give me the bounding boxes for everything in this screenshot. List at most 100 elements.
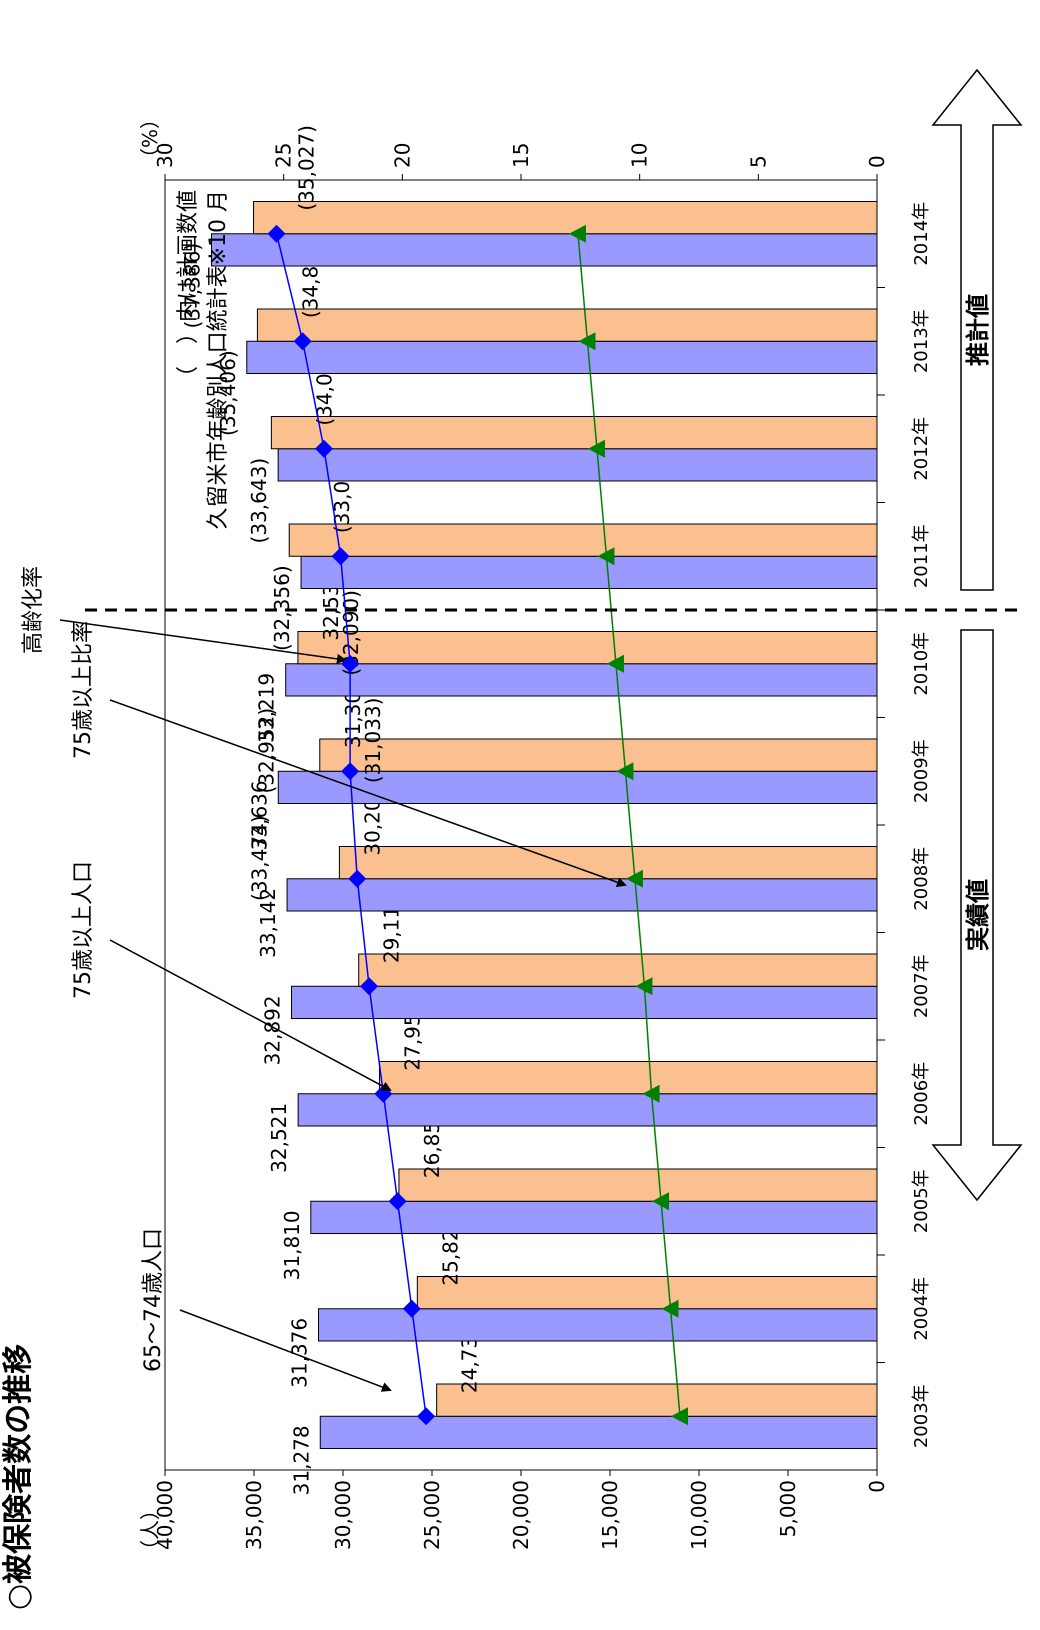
bar-65-74-label: 32,521 — [267, 1103, 291, 1173]
category-label: 2005年 — [911, 1169, 932, 1233]
bar-75-plus — [436, 1383, 878, 1417]
left-axis-tick-label: 20,000 — [509, 1480, 533, 1550]
pointer-aging-rate-label: 高齢化率 — [21, 566, 46, 654]
pointer-75-ratio-arrow — [109, 699, 627, 888]
right-axis-tick-label: 30 — [153, 143, 177, 168]
aging-rate-point — [374, 1084, 393, 1103]
bar-75-plus — [253, 201, 878, 235]
category-label: 2008年 — [911, 847, 932, 911]
aging-rate-point — [348, 869, 367, 888]
planned-75-plus-label: (31,033) — [361, 698, 385, 784]
ratio-75-point — [635, 977, 653, 996]
category-label: 2003年 — [911, 1384, 932, 1448]
ratio-75-point — [578, 332, 596, 351]
actual-arrow — [931, 629, 1023, 1202]
ratio-75-line — [577, 233, 681, 1417]
right-axis-tick-label: 5 — [746, 155, 770, 168]
aging-rate-point — [388, 1192, 407, 1211]
pointer-75-ratio-label: 75歳以上比率 — [71, 621, 96, 759]
bar-75-plus — [319, 738, 878, 772]
bar-65-74 — [319, 1415, 878, 1449]
bar-75-plus — [416, 1276, 878, 1310]
bar-65-74 — [286, 878, 878, 912]
bar-65-74 — [300, 555, 878, 589]
note-paren: （ ）内は計画数値 — [176, 190, 201, 388]
bar-65-74-label: 33,636 — [247, 780, 271, 850]
category-label: 2009年 — [911, 739, 932, 803]
ratio-75-point — [606, 654, 624, 673]
source-note: 久留米市年齢別人口統計表※10 月 — [206, 190, 231, 529]
left-axis-unit: （人） — [138, 1500, 162, 1560]
pointer-75-plus-arrow — [109, 939, 392, 1091]
left-axis-tick-label: 5,000 — [776, 1480, 800, 1537]
left-axis-tick-label: 40,000 — [153, 1480, 177, 1550]
actual-arrow-label: 実績値 — [964, 879, 992, 951]
category-label: 2013年 — [911, 309, 932, 373]
bar-65-74-label: 32,892 — [261, 995, 285, 1065]
ratio-75-point — [568, 224, 586, 243]
bar-75-plus — [338, 846, 878, 880]
category-label: 2010年 — [911, 632, 932, 696]
left-axis-tick-label: 30,000 — [331, 1480, 355, 1550]
bar-65-74-label: (35,406) — [216, 350, 240, 436]
right-axis-tick-label: 10 — [628, 143, 652, 168]
bar-65-74 — [285, 663, 878, 697]
bar-75-plus — [256, 308, 878, 342]
left-axis-tick-label: 10,000 — [687, 1480, 711, 1550]
aging-rate-point — [417, 1407, 436, 1426]
aging-rate-point — [341, 762, 360, 781]
ratio-75-point — [597, 547, 615, 566]
category-label: 2011年 — [911, 524, 932, 588]
ratio-75-point — [661, 1299, 679, 1318]
bar-65-74 — [318, 1308, 878, 1342]
ratio-75-point — [652, 1192, 670, 1211]
bar-75-plus — [378, 1061, 878, 1095]
right-axis-tick-label: 25 — [272, 143, 296, 168]
pointer-65-74-arrow — [179, 1309, 392, 1392]
left-axis-tick-label: 25,000 — [420, 1480, 444, 1550]
left-axis-tick-label: 0 — [865, 1480, 889, 1493]
aging-rate-point — [331, 547, 350, 566]
left-axis-tick-label: 35,000 — [242, 1480, 266, 1550]
bar-65-74 — [277, 448, 878, 482]
right-axis-unit: （%） — [138, 109, 162, 168]
aging-rate-point — [293, 332, 312, 351]
bar-65-74 — [211, 233, 878, 267]
bar-65-74-label: (33,643) — [247, 458, 271, 544]
bar-75-plus-label: (35,027) — [295, 125, 319, 211]
pointer-aging-rate-arrow — [59, 619, 347, 664]
aging-rate-point — [315, 439, 334, 458]
right-axis-tick-label: 15 — [509, 143, 533, 168]
right-axis-tick-label: 20 — [390, 143, 414, 168]
left-axis-tick-label: 15,000 — [598, 1480, 622, 1550]
aging-rate-line — [275, 233, 427, 1417]
ratio-75-point — [642, 1084, 660, 1103]
aging-rate-point — [402, 1299, 421, 1318]
category-label: 2014年 — [911, 202, 932, 266]
pointer-65-74-label: 65～74歳人口 — [141, 1228, 166, 1372]
bar-75-plus — [297, 631, 878, 665]
bar-65-74-label: 33,142 — [256, 888, 280, 958]
ratio-75-point — [671, 1407, 689, 1426]
category-label: 2007年 — [911, 954, 932, 1018]
bar-65-74-label: (32,356) — [270, 565, 294, 651]
pointer-75-plus-label: 75歳以上人口 — [71, 861, 96, 999]
bar-65-74 — [246, 340, 878, 374]
category-label: 2006年 — [911, 1062, 932, 1126]
right-axis-tick-label: 0 — [865, 155, 889, 168]
aging-rate-point — [267, 224, 286, 243]
estimate-arrow — [931, 68, 1023, 591]
ratio-75-point — [587, 439, 605, 458]
page-title: ○被保険者数の推移 — [1, 1344, 36, 1610]
bar-65-74-label: 31,810 — [280, 1210, 304, 1280]
estimate-arrow-label: 推計値 — [964, 294, 992, 366]
planned-65-74-label: (32,952) — [255, 708, 279, 794]
bar-75-plus — [288, 523, 878, 557]
planned-65-74-label: (33,474) — [247, 815, 271, 901]
aging-rate-point — [360, 977, 379, 996]
bar-75-plus — [270, 416, 878, 450]
ratio-75-point — [625, 869, 643, 888]
bar-65-74-label: 33,219 — [255, 673, 279, 743]
category-label: 2012年 — [911, 417, 932, 481]
